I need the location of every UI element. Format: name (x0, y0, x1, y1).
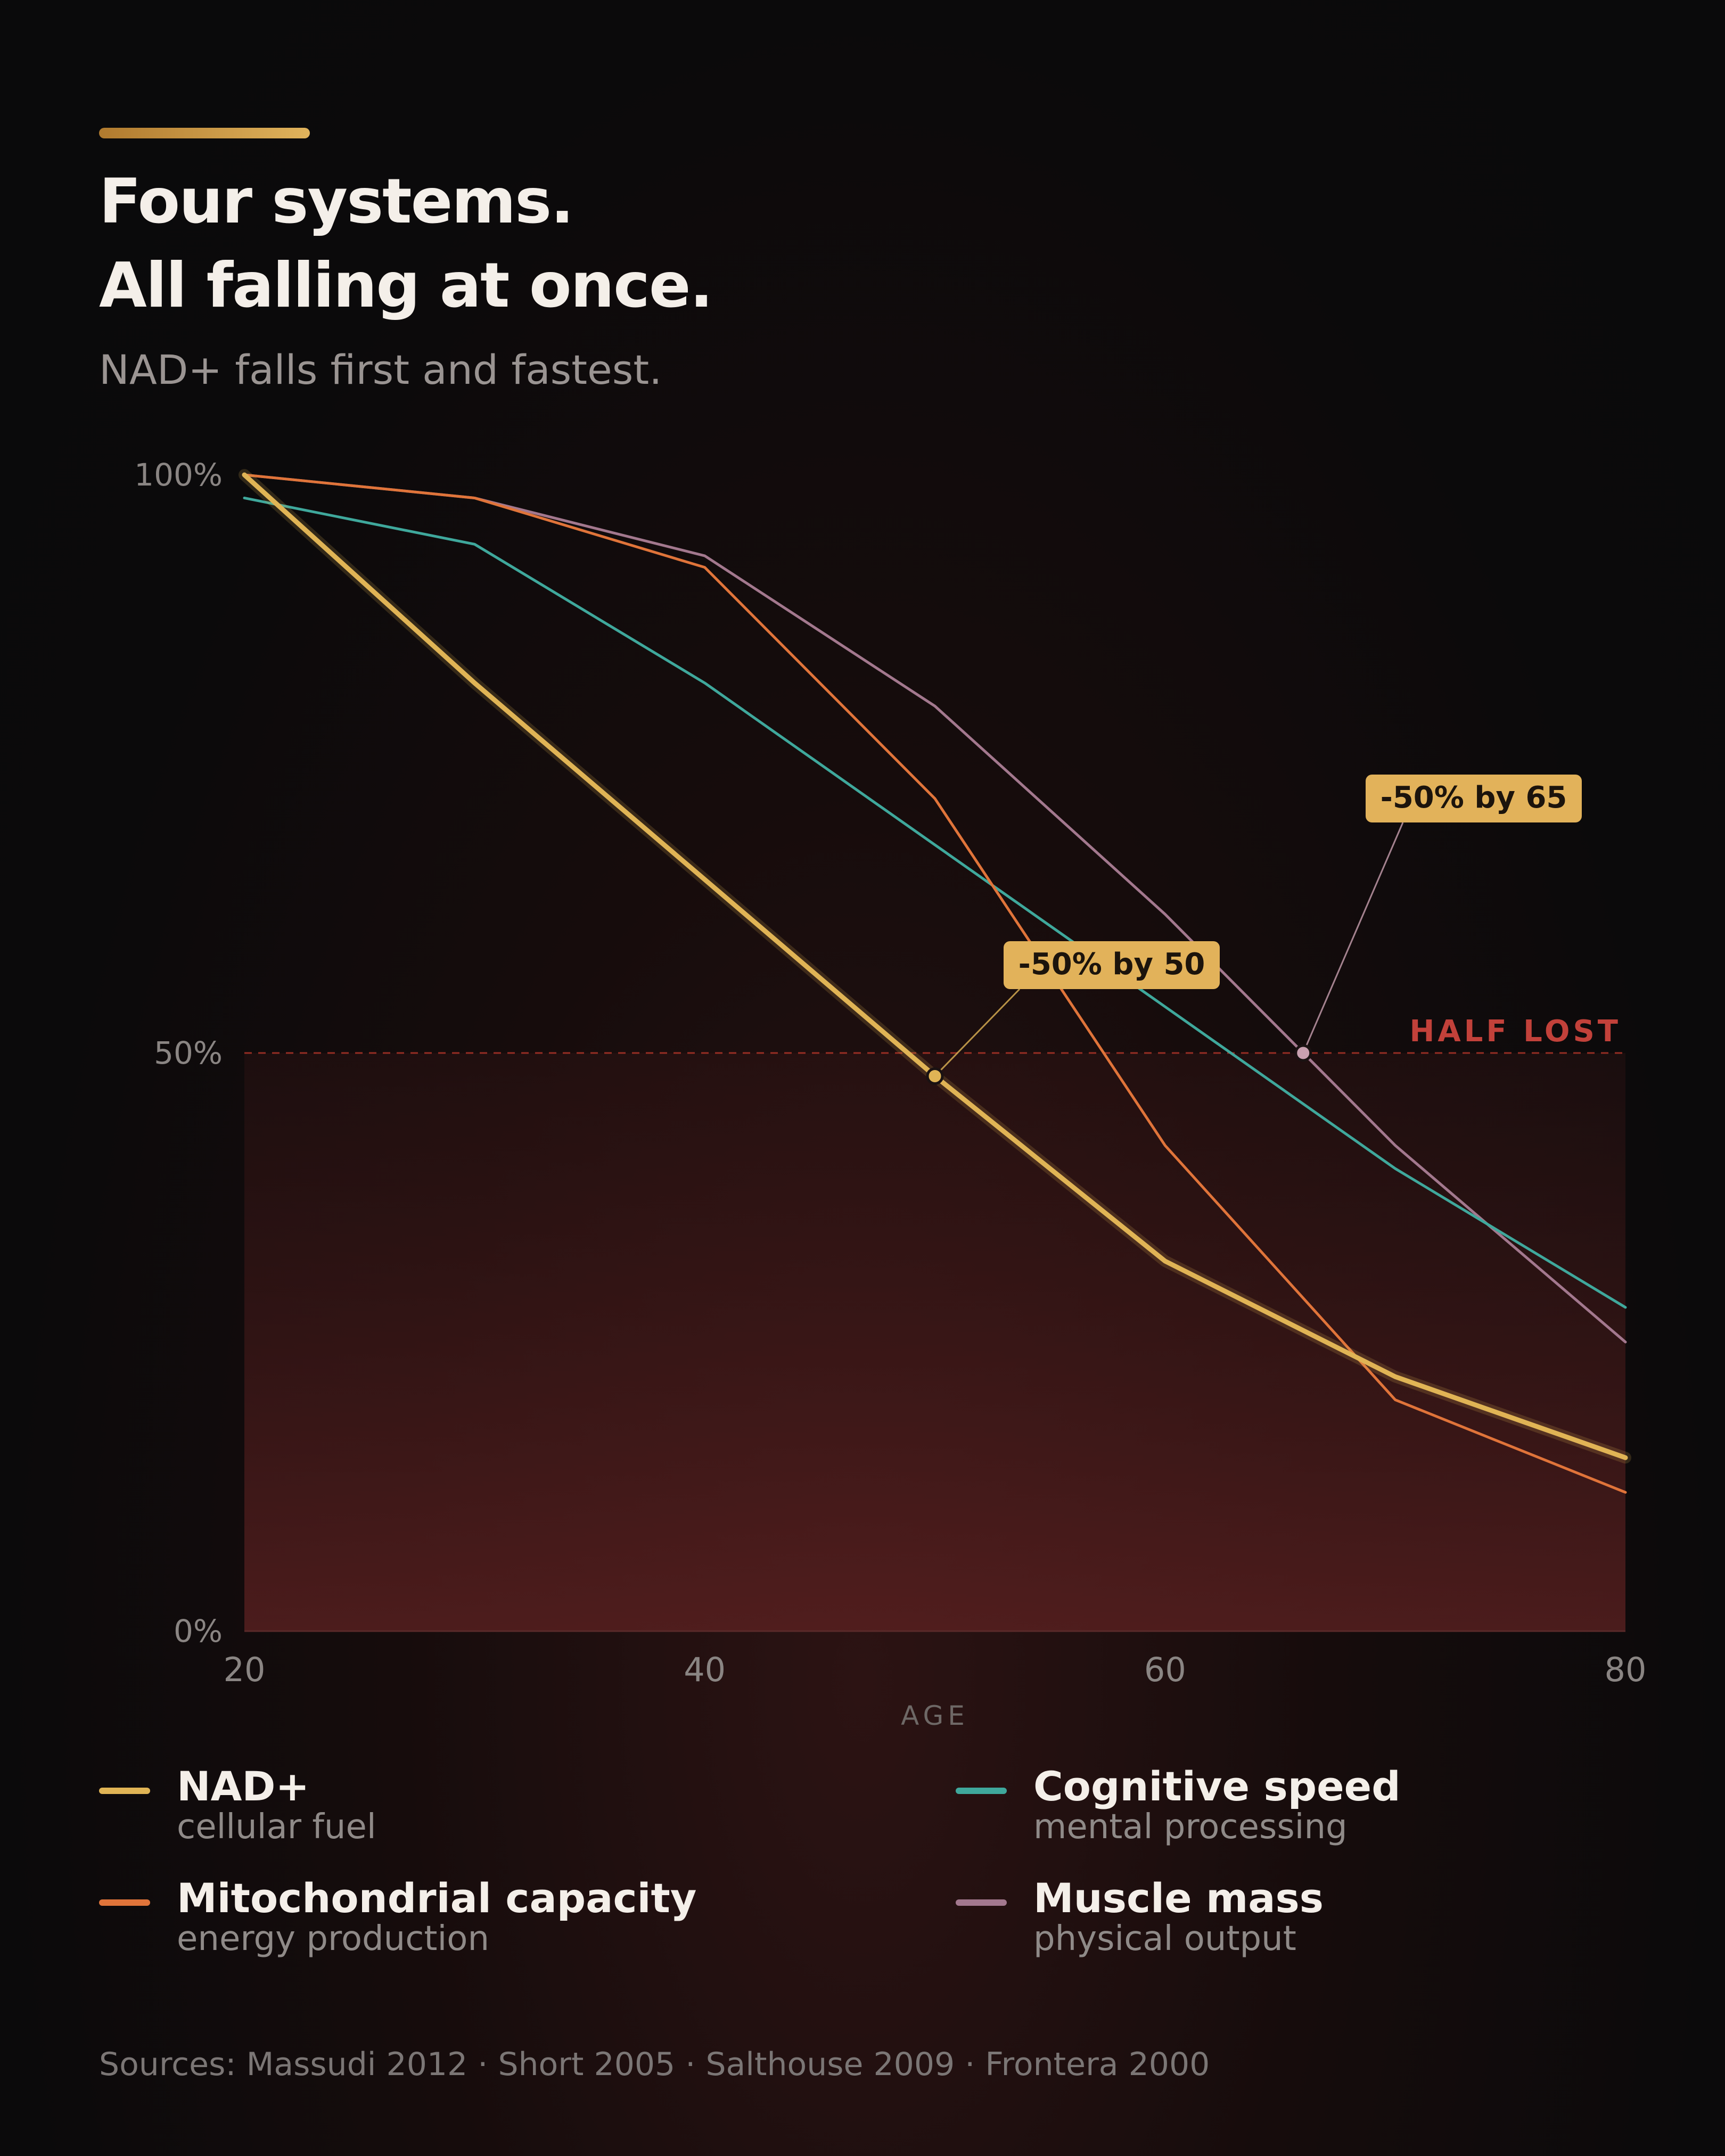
series-line (243, 496, 1627, 1309)
annotation-label: -50% by 50 (1018, 947, 1205, 982)
annotation-leader (1302, 822, 1404, 1054)
half-lost-zone (244, 1053, 1625, 1631)
y-tick-label: 100% (134, 457, 223, 493)
x-tick-label: 80 (1605, 1650, 1647, 1689)
legend-label: Cognitive speed (1033, 1763, 1401, 1810)
legend-swatch (99, 1788, 150, 1794)
legend-swatch (99, 1899, 150, 1906)
legend-sublabel: physical output (1033, 1919, 1296, 1958)
legend-swatch (956, 1899, 1007, 1906)
annotation-point (926, 1067, 944, 1085)
accent-bar (99, 128, 310, 138)
legend-sublabel: cellular fuel (177, 1807, 376, 1847)
annotation-callout (1004, 941, 1220, 989)
annotation-point (1294, 1044, 1312, 1062)
chart-subtitle: NAD+ falls first and fastest. (99, 346, 662, 393)
y-tick-label: 0% (174, 1613, 223, 1649)
chart-title: Four systems. All falling at once. (99, 160, 713, 328)
x-tick-label: 20 (224, 1650, 266, 1689)
x-axis-label: AGE (901, 1700, 969, 1731)
threshold-label: HALF LOST (1410, 1014, 1621, 1049)
legend-sublabel: mental processing (1033, 1807, 1348, 1847)
title-line-1: Four systems. (99, 166, 574, 237)
line-chart: HALF LOST 100% 50% 0%20 40 60 80 AGE -50% by 5… (134, 457, 1647, 1731)
x-tick-label: 60 (1144, 1650, 1186, 1689)
annotation-leader (934, 988, 1021, 1077)
legend-label: Mitochondrial capacity (177, 1874, 697, 1922)
x-tick-label: 40 (684, 1650, 726, 1689)
sources-note: Sources: Massudi 2012 · Short 2005 · Sal… (99, 2046, 1210, 2083)
title-line-2: All falling at once. (99, 250, 713, 322)
series-line (243, 473, 1627, 1494)
y-tick-label: 50% (154, 1035, 223, 1071)
annotation-label: -50% by 65 (1381, 780, 1567, 815)
legend-swatch (956, 1788, 1007, 1794)
legend-label: NAD+ (177, 1763, 310, 1810)
legend-label: Muscle mass (1033, 1874, 1324, 1922)
legend-sublabel: energy production (177, 1919, 489, 1958)
annotation-callout (1366, 775, 1582, 822)
